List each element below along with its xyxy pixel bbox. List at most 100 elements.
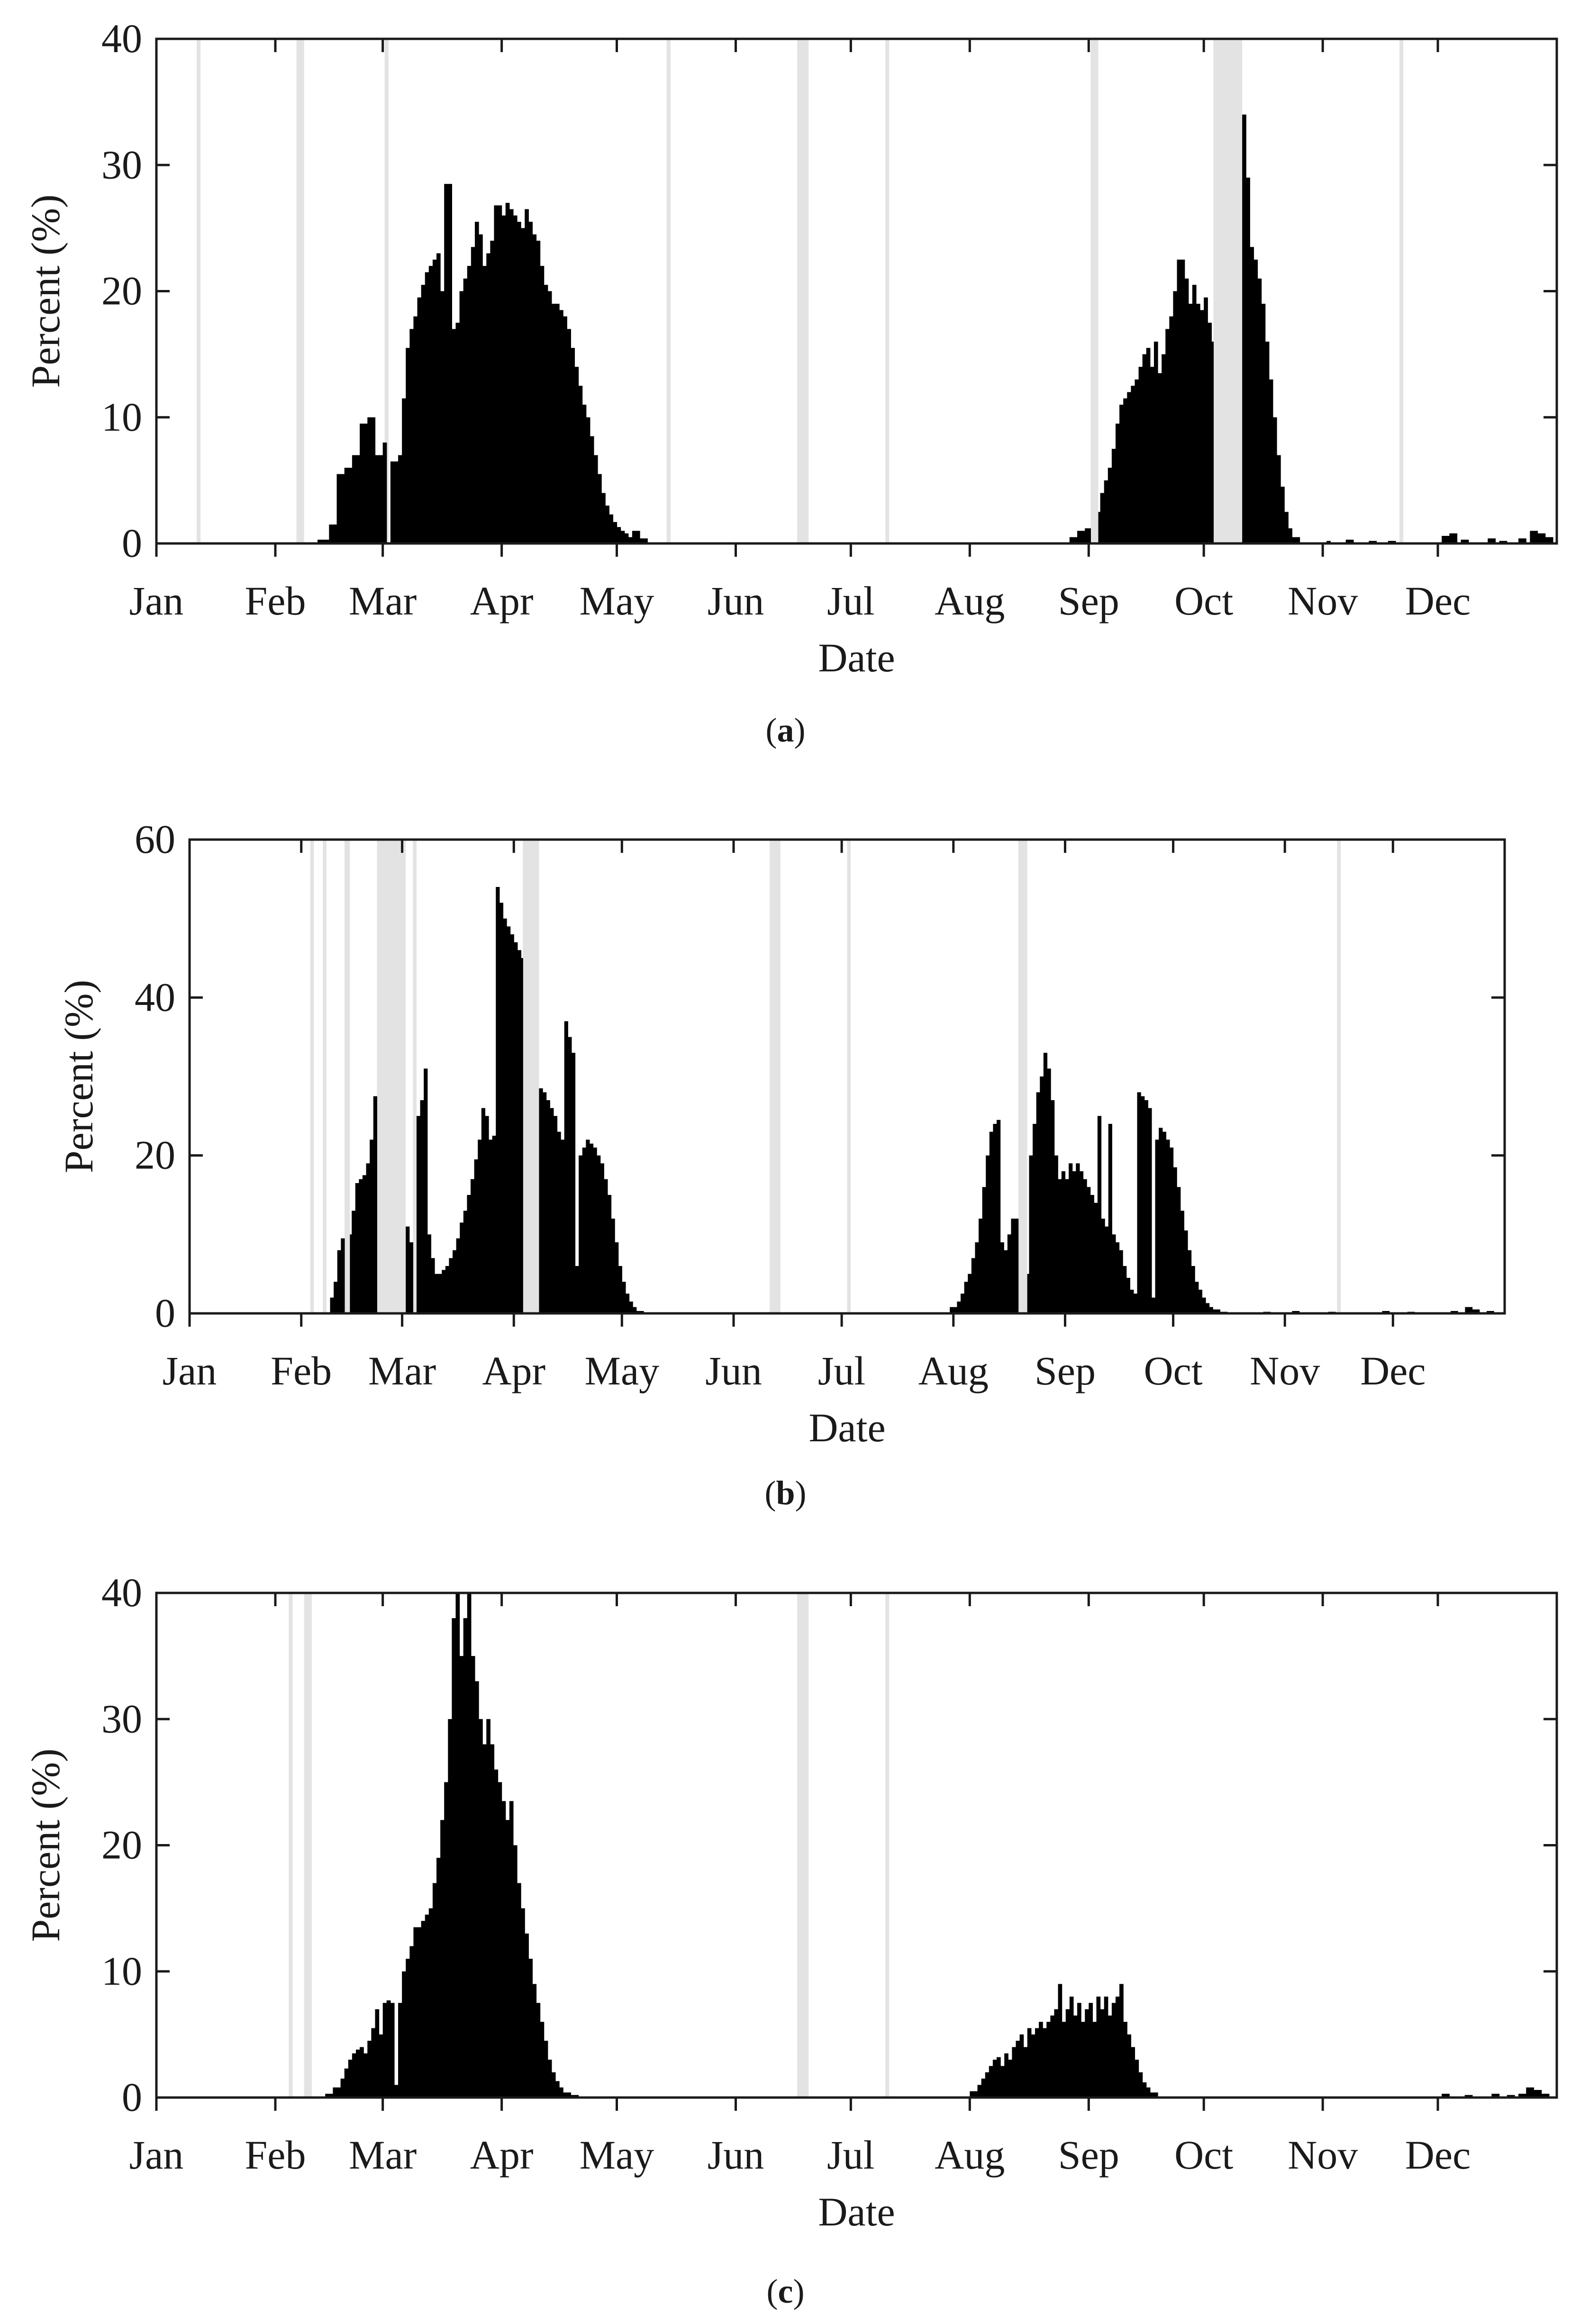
data-bar <box>1115 1997 1120 2098</box>
data-bar <box>1043 2028 1047 2098</box>
data-bar <box>525 1933 529 2098</box>
data-bar <box>1155 1139 1159 1313</box>
data-bar <box>352 455 360 543</box>
data-bar <box>1012 2047 1017 2098</box>
data-bar <box>375 2009 380 2098</box>
data-bar <box>618 1266 622 1313</box>
data-bar <box>440 1820 445 2098</box>
data-bar <box>1518 2094 1526 2098</box>
data-bar <box>360 2047 364 2098</box>
data-bar <box>390 2003 395 2098</box>
data-bar <box>514 942 518 1313</box>
data-bar <box>509 209 514 543</box>
x-tick-label: Mar <box>349 578 417 624</box>
data-bar <box>1388 541 1396 543</box>
data-bar <box>1261 304 1266 543</box>
data-bar <box>1180 1211 1184 1313</box>
data-bar <box>452 1618 456 2098</box>
panel-c-caption-letter: c <box>778 2272 793 2310</box>
missing-data-band <box>296 39 304 543</box>
data-bar <box>1369 541 1377 543</box>
data-bar <box>1465 1307 1473 1313</box>
x-tick-label: Mar <box>349 2132 417 2178</box>
data-bar <box>1069 1997 1074 2098</box>
panel-a-caption: (a) <box>765 711 806 749</box>
data-bar <box>355 2049 360 2098</box>
data-bar <box>625 1293 630 1313</box>
data-bar <box>1284 512 1289 543</box>
data-bar <box>975 1242 979 1313</box>
chart-a-svg: 0 10 20 30 40 Jan Feb Mar Apr May Jun Jul Aug Sep Oct N… <box>23 16 1558 680</box>
data-bar <box>1123 2022 1127 2098</box>
data-bar <box>444 1782 448 2098</box>
data-bar <box>551 304 556 543</box>
data-bar <box>1111 2003 1116 2098</box>
data-bar <box>986 1155 990 1313</box>
data-bar <box>1105 1226 1109 1313</box>
data-bar <box>1138 367 1143 543</box>
chart-b-svg: 0 20 40 60 Jan Feb Mar Apr May Jun Jul Aug Sep Oct Nov… <box>56 816 1506 1450</box>
data-bar <box>1146 348 1151 543</box>
data-bar <box>363 2053 368 2098</box>
data-bar <box>544 285 548 543</box>
data-bar <box>559 310 563 543</box>
data-bar <box>1257 278 1262 543</box>
data-bar <box>1191 1266 1195 1313</box>
data-bar <box>474 1681 479 2098</box>
data-bar <box>413 316 418 543</box>
data-bar <box>459 291 464 543</box>
data-bar <box>1065 1179 1069 1313</box>
data-bar <box>1073 2015 1078 2098</box>
data-bar <box>1112 1234 1116 1313</box>
panel-b-caption: (b) <box>764 1474 807 1512</box>
missing-data-band <box>666 39 671 543</box>
data-bar <box>344 2068 349 2098</box>
data-bar <box>1131 2047 1135 2098</box>
x-tick-label: Oct <box>1174 578 1233 624</box>
missing-data-band <box>344 840 350 1313</box>
data-bar <box>442 1270 446 1313</box>
data-bar <box>402 398 406 543</box>
data-bar <box>1537 533 1546 543</box>
data-bar <box>1534 2090 1542 2098</box>
data-bar <box>1184 1230 1188 1313</box>
data-bar <box>463 278 468 543</box>
data-bar <box>445 1266 449 1313</box>
data-bar <box>561 1139 565 1313</box>
data-bar <box>402 1971 406 2098</box>
x-tick-label: Feb <box>245 2132 306 2178</box>
data-bar <box>989 2066 993 2098</box>
data-bar <box>1040 1076 1044 1313</box>
data-bar <box>1051 1100 1055 1313</box>
data-bar <box>1094 1203 1098 1313</box>
chart-c-svg: 0 10 20 30 40 Jan Feb Mar Apr May Jun Jul Aug Sep Oct N… <box>23 1570 1558 2234</box>
y-tick-label: 40 <box>101 1570 142 1615</box>
data-bar <box>1058 1179 1062 1313</box>
data-bar <box>406 1226 410 1313</box>
data-bar <box>521 228 525 543</box>
chart-panel-c: 0 10 20 30 40 Jan Feb Mar Apr May Jun Jul Aug Sep Oct N… <box>0 1554 1571 2322</box>
data-bar <box>1200 310 1204 543</box>
data-bar <box>992 2060 997 2098</box>
data-bar <box>460 1222 464 1313</box>
data-bar <box>1046 2022 1051 2098</box>
data-bar <box>336 474 345 543</box>
data-bar <box>985 2072 990 2098</box>
data-bar <box>424 1068 428 1313</box>
data-bar <box>417 1927 422 2098</box>
data-bar <box>1488 538 1496 543</box>
data-bar <box>582 405 587 543</box>
data-bar <box>547 291 552 543</box>
data-bar <box>459 1656 464 2098</box>
data-bar <box>1050 2015 1055 2098</box>
data-bar <box>989 1131 994 1313</box>
data-bar <box>371 2028 376 2098</box>
data-bar <box>1130 1290 1134 1313</box>
data-bar <box>448 184 452 543</box>
data-bar <box>1187 1250 1192 1313</box>
missing-data-band <box>797 39 809 543</box>
data-bar <box>597 1155 601 1313</box>
data-bar <box>409 1242 413 1313</box>
data-bar <box>1141 1096 1145 1313</box>
data-bar <box>352 1211 356 1313</box>
